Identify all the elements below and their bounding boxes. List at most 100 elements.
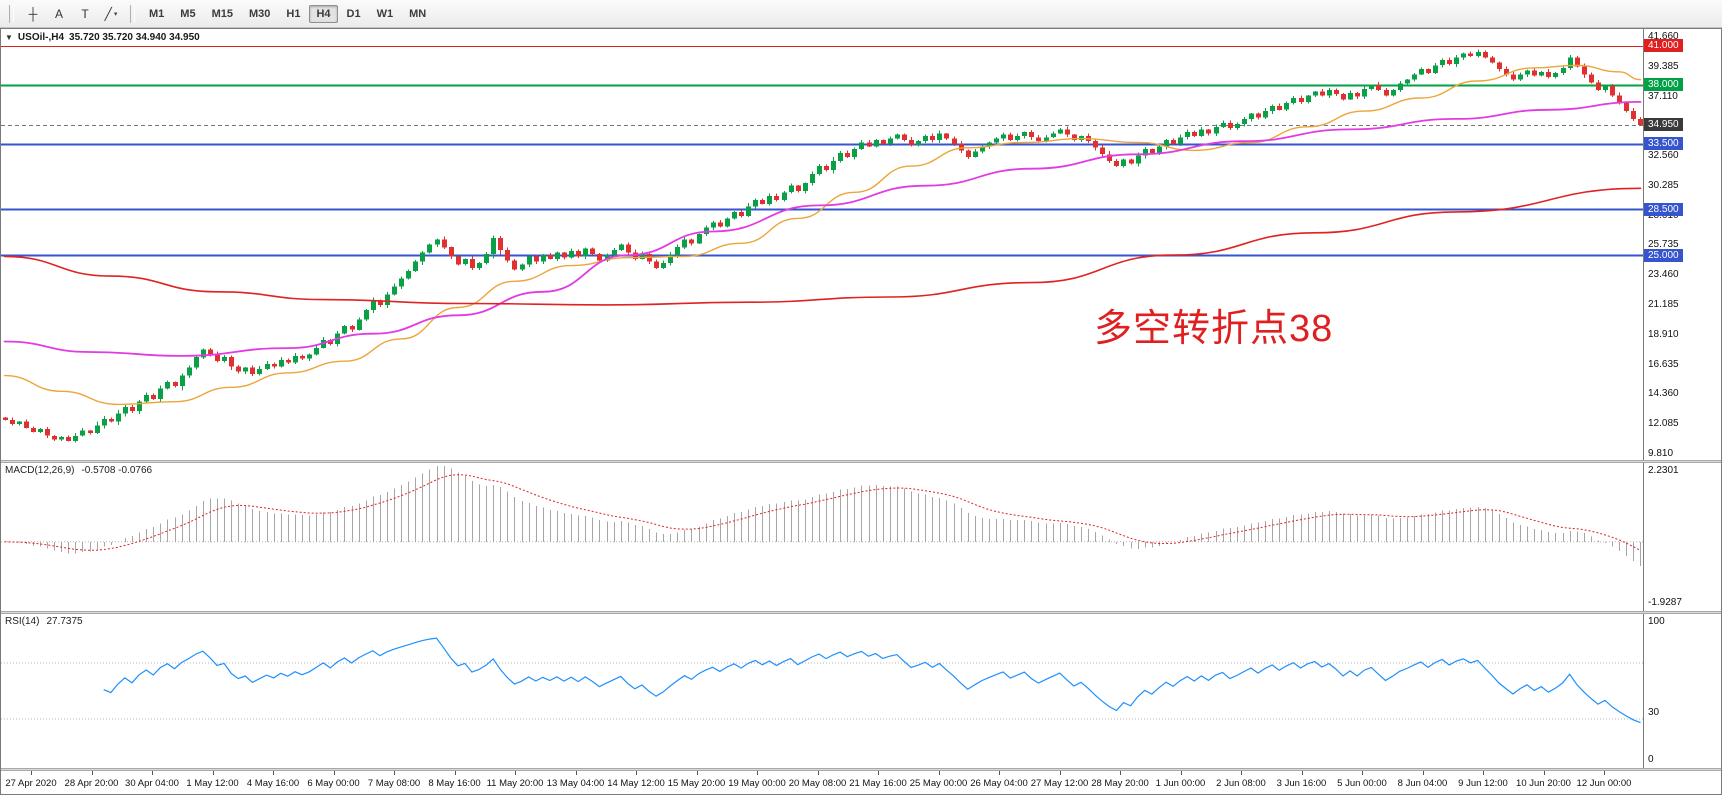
time-tick-label: 2 Jun 08:00 xyxy=(1216,778,1266,789)
price-tick-label: 37.110 xyxy=(1648,90,1678,102)
toolbar-grip[interactable] xyxy=(9,4,14,23)
time-tick-label: 25 May 00:00 xyxy=(909,778,968,789)
time-tick xyxy=(1543,771,1545,775)
timeframe-button-m15[interactable]: M15 xyxy=(211,7,233,20)
time-tick xyxy=(1241,771,1242,775)
rsi-pane: RSI(14) 27.7375 100 30 0 xyxy=(1,614,1721,768)
time-tick-label: 7 May 08:00 xyxy=(367,778,421,789)
price-tick-label: 9.810 xyxy=(1648,447,1674,459)
one-click-trading-toggle-icon[interactable]: ▼ xyxy=(5,33,13,42)
time-tick-label: 3 Jun 16:00 xyxy=(1276,778,1327,789)
time-tick xyxy=(1422,771,1424,775)
chart-window: ▼ USOil-,H4 35.720 35.720 34.940 34.950 … xyxy=(0,28,1722,795)
time-tick-label: 14 May 12:00 xyxy=(607,778,665,789)
crosshair-tool[interactable]: ┼ xyxy=(28,6,38,21)
rsi-axis[interactable]: 100 30 0 xyxy=(1643,614,1721,768)
dropdown-caret-icon: ▾ xyxy=(113,10,118,18)
time-tick xyxy=(1180,771,1182,775)
level-price-badge: 25.000 xyxy=(1644,248,1683,262)
timeframes-toolbar: M1 M5 M15 M30 H1 H4 D1 W1 MN xyxy=(141,4,434,23)
ma-line-fast-orange xyxy=(3,64,1642,406)
rsi-header: RSI(14) 27.7375 xyxy=(5,616,83,627)
level-price-badge: 38.000 xyxy=(1644,78,1683,92)
timeframe-button-mn[interactable]: MN xyxy=(409,7,427,20)
time-tick xyxy=(515,771,516,775)
level-price-badge: 33.500 xyxy=(1644,137,1683,151)
time-tick xyxy=(696,771,698,775)
pane-divider[interactable] xyxy=(1,768,1721,771)
time-tick-label: 15 May 20:00 xyxy=(667,778,726,789)
time-tick-label: 27 Apr 2020 xyxy=(5,778,57,789)
trendline-tool[interactable]: ╱ ▾ xyxy=(104,6,118,21)
candlestick-series xyxy=(3,49,1643,443)
main-chart-canvas xyxy=(1,46,1643,443)
time-axis[interactable]: 27 Apr 2020 28 Apr 20:00 30 Apr 04:00 1 May… xyxy=(1,771,1721,794)
time-tick xyxy=(1059,771,1061,775)
price-tick-label: 16.635 xyxy=(1648,358,1679,370)
ohlc-values: 35.720 35.720 34.940 34.950 xyxy=(69,32,200,43)
timeframe-button-w1[interactable]: W1 xyxy=(376,7,394,20)
time-tick xyxy=(938,771,940,775)
price-tick-label: 18.910 xyxy=(1648,328,1679,340)
time-tick xyxy=(333,771,335,775)
time-tick xyxy=(1301,771,1303,775)
time-tick xyxy=(31,771,32,775)
rsi-plot[interactable]: RSI(14) 27.7375 xyxy=(1,614,1643,768)
timeframe-button-m5[interactable]: M5 xyxy=(180,7,196,20)
time-tick-label: 1 Jun 00:00 xyxy=(1155,778,1206,789)
timeframe-button-h4[interactable]: H4 xyxy=(309,4,338,23)
time-tick-label: 1 May 12:00 xyxy=(186,778,239,789)
time-tick xyxy=(1120,771,1121,775)
price-tick-label: 39.385 xyxy=(1648,60,1679,72)
time-tick-label: 6 May 00:00 xyxy=(307,778,360,789)
macd-values: -0.5708 -0.0766 xyxy=(81,465,153,476)
macd-scale-min-label: -1.9287 xyxy=(1648,597,1682,608)
pane-divider[interactable] xyxy=(1,611,1721,614)
time-tick-label: 28 Apr 20:00 xyxy=(64,778,119,789)
line-studies-toolbar: ┼ A T ╱ ▾ xyxy=(20,2,124,25)
timeframe-button-h1[interactable]: H1 xyxy=(286,7,301,20)
main-price-pane: ▼ USOil-,H4 35.720 35.720 34.940 34.950 … xyxy=(1,29,1721,460)
time-tick-label: 13 May 04:00 xyxy=(546,778,605,789)
rsi-scale-label: 100 xyxy=(1648,616,1665,627)
chart-header: ▼ USOil-,H4 35.720 35.720 34.940 34.950 xyxy=(5,32,200,43)
price-axis[interactable]: 41.66039.38537.11034.83532.56030.28528.0… xyxy=(1643,29,1721,460)
timeframe-button-m1[interactable]: M1 xyxy=(149,7,165,20)
main-chart-plot[interactable]: ▼ USOil-,H4 35.720 35.720 34.940 34.950 … xyxy=(1,29,1643,460)
level-price-badge: 28.500 xyxy=(1644,202,1683,216)
text-tool[interactable]: A xyxy=(54,6,63,21)
time-tick-label: 10 Jun 20:00 xyxy=(1516,778,1571,789)
price-tick-label: 32.560 xyxy=(1648,150,1679,162)
label-tool[interactable]: T xyxy=(81,6,89,21)
pane-divider[interactable] xyxy=(1,460,1721,463)
time-tick xyxy=(1604,771,1605,775)
time-tick-label: 20 May 08:00 xyxy=(788,778,847,789)
price-tick-label: 30.285 xyxy=(1648,179,1679,191)
time-tick-label: 8 May 16:00 xyxy=(428,778,481,789)
macd-axis[interactable]: 2.2301 -1.9287 xyxy=(1643,463,1721,611)
time-tick xyxy=(273,771,274,775)
macd-plot[interactable]: MACD(12,26,9) -0.5708 -0.0766 xyxy=(1,463,1643,611)
timeframe-button-d1[interactable]: D1 xyxy=(346,7,361,20)
time-tick-label: 21 May 16:00 xyxy=(849,778,907,789)
time-tick xyxy=(575,771,577,775)
symbol-period-label: USOil-,H4 xyxy=(17,32,65,43)
time-tick-label: 9 Jun 12:00 xyxy=(1458,778,1508,789)
macd-histogram xyxy=(12,465,1641,566)
rsi-scale-label: 30 xyxy=(1648,707,1660,718)
rsi-values: 27.7375 xyxy=(46,616,83,627)
toolbar-grip[interactable] xyxy=(130,4,135,23)
timeframe-button-m30[interactable]: M30 xyxy=(248,7,271,20)
time-tick xyxy=(999,771,1000,775)
chart-annotation-text[interactable]: 多空转折点38 xyxy=(1094,308,1334,350)
price-tick-label: 21.185 xyxy=(1648,299,1679,311)
time-tick-label: 26 May 04:00 xyxy=(970,778,1028,789)
price-tick-label: 41.660 xyxy=(1648,30,1679,42)
price-tick-label: 12.085 xyxy=(1648,418,1679,430)
time-tick-label: 8 Jun 04:00 xyxy=(1397,778,1448,789)
time-tick-label: 4 May 16:00 xyxy=(246,778,300,789)
time-tick-label: 28 May 20:00 xyxy=(1091,778,1149,789)
time-tick xyxy=(757,771,758,775)
price-tick-label: 25.735 xyxy=(1648,239,1679,251)
